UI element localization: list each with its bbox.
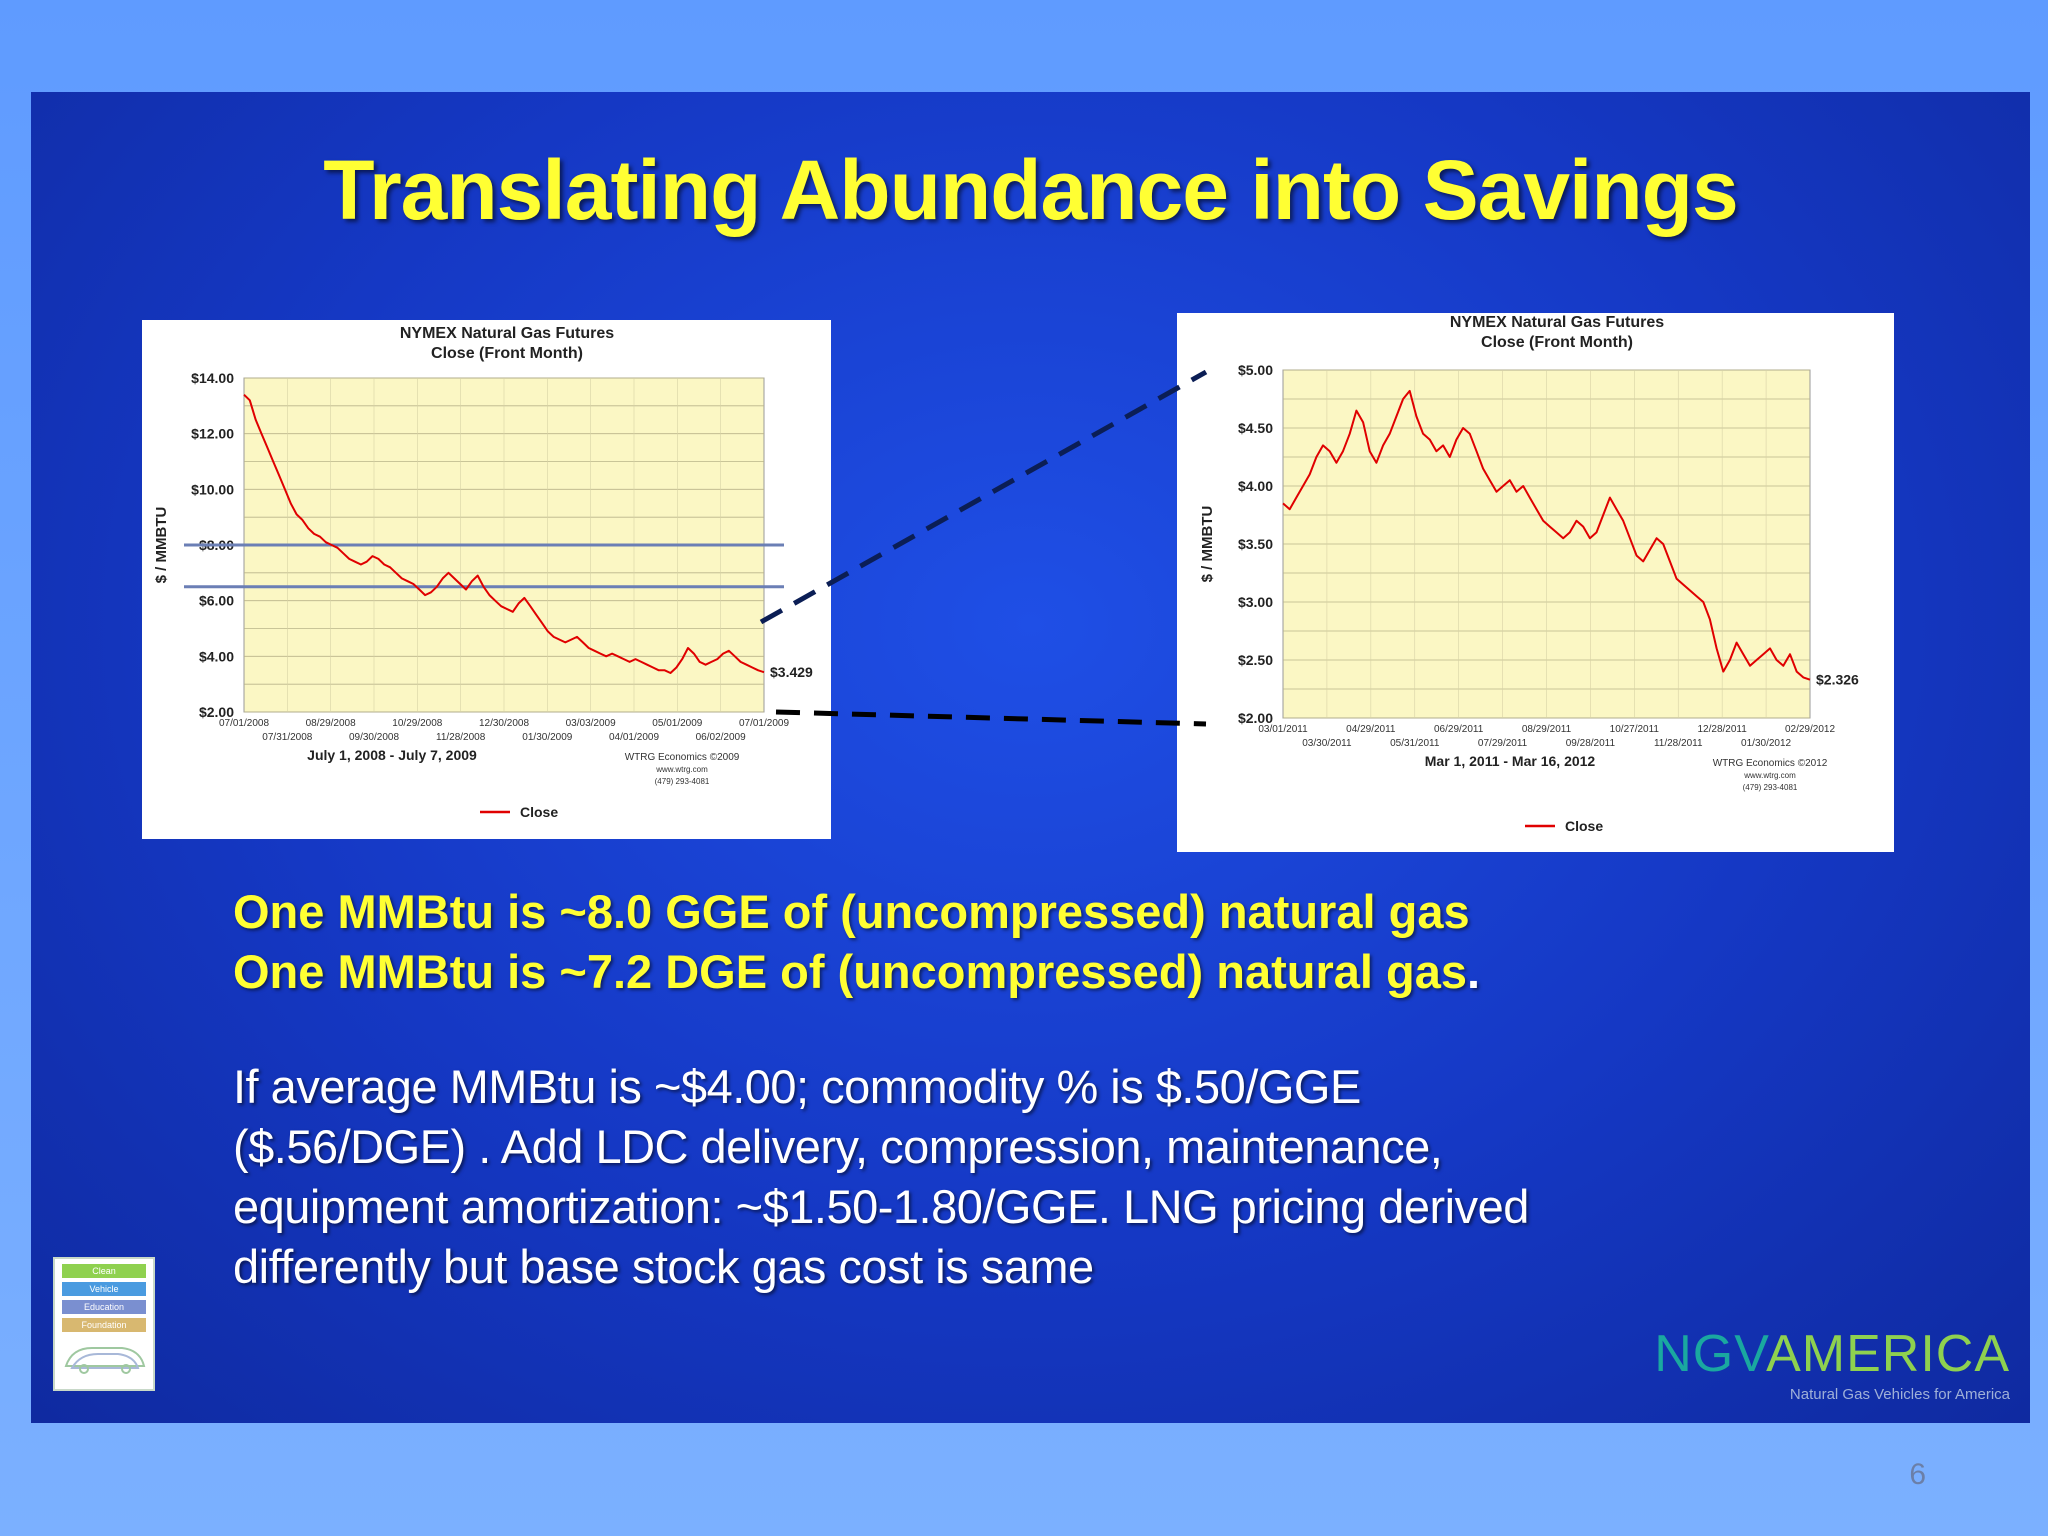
- chart-group: NYMEX Natural Gas Futures Close (Front Mo…: [1199, 314, 1859, 834]
- x-tick-label-bottom: 07/29/2011: [1478, 738, 1528, 749]
- chart-title: NYMEX Natural Gas Futures: [400, 325, 614, 342]
- x-tick-label-bottom: 09/30/2008: [349, 732, 399, 743]
- ngv-tagline: Natural Gas Vehicles for America: [1789, 1386, 2010, 1403]
- ngv-america-logo: NGVAMERICA Natural Gas Vehicles for Amer…: [1654, 1324, 2010, 1403]
- x-tick-label-top: 07/01/2008: [219, 718, 269, 729]
- x-tick-label-top: 03/01/2011: [1258, 724, 1308, 735]
- logo-bar-2: Vehicle: [62, 1282, 146, 1296]
- credit-line: www.wtrg.com: [1743, 771, 1796, 780]
- x-tick-label-top: 04/29/2011: [1346, 724, 1396, 735]
- x-axis-label: July 1, 2008 - July 7, 2009: [307, 747, 477, 763]
- clean-vehicle-logo: Clean Vehicle Education Foundation: [53, 1257, 155, 1391]
- x-tick-label-bottom: 03/30/2011: [1302, 738, 1352, 749]
- y-tick-label: $5.00: [1238, 362, 1273, 378]
- close-price-line: [1282, 389, 1811, 681]
- fact-dge-line: One MMBtu is ~7.2 DGE of (uncompressed) …: [233, 942, 1933, 1002]
- x-tick-label-top: 12/30/2008: [479, 718, 529, 729]
- x-tick-label-top: 08/29/2008: [306, 718, 356, 729]
- chart-title: NYMEX Natural Gas Futures: [1450, 314, 1664, 331]
- logo-bar-1: Clean: [62, 1264, 146, 1278]
- chart-panel-2008: NYMEX Natural Gas Futures Close (Front Mo…: [142, 320, 831, 839]
- x-tick-label-top: 10/27/2011: [1610, 724, 1660, 735]
- credit-line: www.wtrg.com: [655, 765, 708, 774]
- x-tick-label-top: 10/29/2008: [392, 718, 442, 729]
- x-tick-label-top: 05/01/2009: [652, 718, 702, 729]
- chart-2011-2012: NYMEX Natural Gas Futures Close (Front Mo…: [1199, 314, 1859, 834]
- y-tick-label: $2.00: [1238, 710, 1273, 726]
- y-tick-label: $12.00: [191, 426, 234, 442]
- x-tick-label-top: 03/03/2009: [566, 718, 616, 729]
- x-tick-label-bottom: 07/31/2008: [262, 732, 312, 743]
- ngv-wordmark: NGVAMERICA: [1654, 1324, 2010, 1384]
- paragraph-line-2: ($.56/DGE) . Add LDC delivery, compressi…: [233, 1120, 1443, 1173]
- x-tick-label-bottom: 04/01/2009: [609, 732, 659, 743]
- ngv-wordmark-ngv: NGV: [1654, 1325, 1767, 1383]
- vehicles-icon: [64, 1347, 146, 1374]
- close-price-line: [243, 393, 765, 674]
- ngv-wordmark-america: AMERICA: [1766, 1325, 2010, 1383]
- x-tick-label-top: 07/01/2009: [739, 718, 789, 729]
- chart-group: NYMEX Natural Gas Futures Close (Front Mo…: [153, 325, 813, 820]
- y-tick-label: $2.50: [1238, 652, 1273, 668]
- paragraph-line-4: differently but base stock gas cost is s…: [233, 1240, 1094, 1293]
- y-tick-label: $10.00: [191, 481, 234, 497]
- paragraph-line-1: If average MMBtu is ~$4.00; commodity % …: [233, 1060, 1361, 1113]
- callout-line-bottom: [775, 709, 1207, 727]
- x-tick-label-bottom: 01/30/2009: [522, 732, 572, 743]
- conversion-facts: One MMBtu is ~8.0 GGE of (uncompressed) …: [233, 882, 1933, 1002]
- logo-bar-4: Foundation: [62, 1318, 146, 1332]
- chart-subtitle: Close (Front Month): [431, 345, 583, 362]
- y-tick-label: $2.00: [199, 704, 234, 720]
- x-tick-label-top: 08/29/2011: [1522, 724, 1572, 735]
- pricing-paragraph: If average MMBtu is ~$4.00; commodity % …: [233, 1057, 1883, 1297]
- credit-line: WTRG Economics ©2012: [1713, 758, 1828, 769]
- y-tick-label: $14.00: [191, 370, 234, 386]
- page-number: 6: [1909, 1458, 1926, 1491]
- logo-bar-3: Education: [62, 1300, 146, 1314]
- legend-label: Close: [1565, 818, 1603, 834]
- credit-line: WTRG Economics ©2009: [625, 752, 740, 763]
- y-axis-label: $ / MMBTU: [1199, 506, 1216, 583]
- y-tick-label: $4.00: [199, 648, 234, 664]
- x-axis-label: Mar 1, 2011 - Mar 16, 2012: [1425, 753, 1596, 769]
- chart-2008-2009: NYMEX Natural Gas Futures Close (Front Mo…: [153, 325, 813, 820]
- fact-gge: One MMBtu is ~8.0 GGE of (uncompressed) …: [233, 885, 1470, 938]
- y-axis-label: $ / MMBTU: [153, 507, 170, 584]
- x-tick-label-bottom: 09/28/2011: [1566, 738, 1616, 749]
- credit-line: (479) 293-4081: [655, 777, 710, 786]
- legend-label: Close: [520, 804, 558, 820]
- y-tick-label: $3.00: [1238, 594, 1273, 610]
- x-tick-label-bottom: 11/28/2008: [436, 732, 486, 743]
- y-tick-label: $3.50: [1238, 536, 1273, 552]
- end-value-label: $2.326: [1816, 672, 1859, 688]
- x-tick-label-top: 02/29/2012: [1785, 724, 1835, 735]
- y-tick-label: $4.50: [1238, 420, 1273, 436]
- paragraph-line-3: equipment amortization: ~$1.50-1.80/GGE.…: [233, 1180, 1529, 1233]
- x-tick-label-bottom: 11/28/2011: [1654, 738, 1703, 749]
- credit-line: (479) 293-4081: [1743, 783, 1798, 792]
- y-tick-label: $4.00: [1238, 478, 1273, 494]
- slide: Translating Abundance into Savings NYMEX…: [31, 92, 2030, 1423]
- x-tick-label-bottom: 06/02/2009: [696, 732, 746, 743]
- slide-title: Translating Abundance into Savings: [323, 143, 1738, 237]
- x-tick-label-bottom: 01/30/2012: [1741, 738, 1791, 749]
- fact-dge: One MMBtu is ~7.2 DGE of (uncompressed) …: [233, 945, 1467, 998]
- chart-panel-2011: NYMEX Natural Gas Futures Close (Front Mo…: [1177, 313, 1894, 852]
- chart-subtitle: Close (Front Month): [1481, 334, 1633, 351]
- x-tick-label-bottom: 05/31/2011: [1390, 738, 1440, 749]
- fact-dge-period: .: [1466, 945, 1481, 998]
- x-tick-label-top: 12/28/2011: [1698, 724, 1748, 735]
- y-tick-label: $6.00: [199, 593, 234, 609]
- x-tick-label-top: 06/29/2011: [1434, 724, 1484, 735]
- end-value-label: $3.429: [770, 664, 813, 680]
